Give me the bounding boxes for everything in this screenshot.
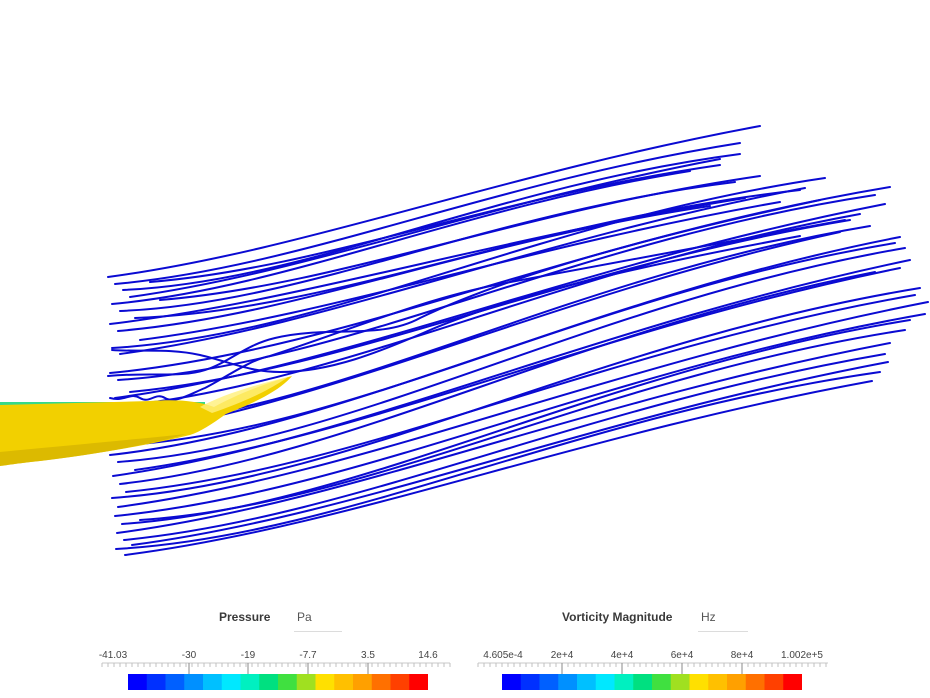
- yellow-body-surface: [0, 376, 292, 466]
- pressure-legend: Pressure Pa -41.03 -30 -19 -7.7 3.5 14.6: [98, 600, 452, 698]
- vorticity-unit-underline: [698, 631, 748, 632]
- colorbar-segment: [502, 674, 522, 690]
- streamline: [117, 194, 876, 381]
- streamline: [131, 361, 889, 546]
- colorbar-segment: [783, 674, 802, 690]
- pressure-ruler: [101, 662, 451, 674]
- colorbar-segment: [390, 674, 410, 690]
- streamline: [111, 235, 801, 374]
- pressure-tick-label: -30: [181, 650, 197, 661]
- body-shadow: [0, 434, 186, 466]
- streamline: [127, 242, 896, 446]
- colorbar-segment: [539, 674, 559, 690]
- colorbar-segment: [184, 674, 204, 690]
- colorbar-segment: [221, 674, 241, 690]
- streamline: [124, 380, 873, 556]
- colorbar-segment: [146, 674, 166, 690]
- colorbar-segment: [315, 674, 335, 690]
- streamline: [115, 371, 881, 550]
- streamline: [134, 189, 801, 319]
- vorticity-colorbar: [502, 674, 802, 690]
- vorticity-tick-label: 6e+4: [670, 650, 694, 661]
- streamline: [119, 187, 806, 355]
- colorbar-segment: [764, 674, 784, 690]
- streamline: [107, 199, 821, 377]
- vorticity-tick-label: 4.605e-4: [483, 650, 523, 661]
- colorbar-segment: [614, 674, 634, 690]
- colorbar-segment: [652, 674, 672, 690]
- streamline: [111, 170, 691, 305]
- pressure-unit-field[interactable]: Pa: [297, 610, 312, 624]
- colorbar-segment: [259, 674, 279, 690]
- streamline: [107, 125, 761, 278]
- vorticity-tick-label: 4e+4: [610, 650, 634, 661]
- colorbar-segment: [240, 674, 260, 690]
- pressure-tick-label: -7.7: [299, 650, 317, 661]
- vorticity-tick-label: 2e+4: [550, 650, 574, 661]
- streamline: [139, 201, 781, 341]
- streamline: [123, 353, 886, 541]
- streamline: [116, 342, 891, 534]
- streamline: [139, 329, 906, 521]
- streamline: [114, 142, 741, 285]
- streamline: [134, 267, 901, 471]
- colorbar-segment: [353, 674, 373, 690]
- pressure-unit-underline: [294, 631, 342, 632]
- body-highlight: [200, 377, 288, 413]
- colorbar-segment: [595, 674, 615, 690]
- pressure-colorbar: [128, 674, 428, 690]
- vorticity-tick-label: 1.002e+5: [781, 650, 823, 661]
- pressure-legend-title: Pressure: [219, 610, 271, 624]
- vorticity-unit-field[interactable]: Hz: [701, 610, 716, 624]
- pressure-tick-label: 3.5: [361, 650, 375, 661]
- colorbar-segment: [203, 674, 223, 690]
- streamline: [114, 313, 926, 517]
- colorbar-segment: [689, 674, 709, 690]
- streamline: [129, 158, 721, 298]
- colorbar-segment: [708, 674, 728, 690]
- streamline: [109, 219, 846, 401]
- streamline: [159, 175, 761, 301]
- colorbar-segment: [278, 674, 298, 690]
- colorbar-segment: [371, 674, 391, 690]
- colorbar-segment: [409, 674, 428, 690]
- colorbar-segment: [558, 674, 578, 690]
- colorbar-segment: [296, 674, 316, 690]
- colorbar-segment: [334, 674, 354, 690]
- vorticity-ruler: [477, 662, 828, 674]
- streamline: [117, 301, 929, 508]
- streamline: [119, 271, 876, 485]
- colorbar-segment: [165, 674, 185, 690]
- streamline: [112, 259, 911, 477]
- colorbar-segment: [670, 674, 690, 690]
- colorbar-segment: [520, 674, 540, 690]
- vorticity-legend-title: Vorticity Magnitude: [562, 610, 673, 624]
- pressure-tick-label: 14.6: [418, 650, 438, 661]
- colorbar-segment: [128, 674, 148, 690]
- streamline: [149, 164, 721, 283]
- colorbar-segment: [727, 674, 747, 690]
- pressure-tick-label: -41.03: [98, 650, 128, 661]
- colorbar-segment: [745, 674, 765, 690]
- vorticity-tick-label: 8e+4: [730, 650, 754, 661]
- streamline: [125, 294, 916, 493]
- streamline: [117, 247, 906, 463]
- colorbar-segment: [577, 674, 597, 690]
- streamline: [111, 177, 826, 349]
- vorticity-legend: Vorticity Magnitude Hz 4.605e-4 2e+4 4e+…: [476, 600, 830, 698]
- pressure-tick-label: -19: [240, 650, 256, 661]
- vorticity-streamlines: [107, 125, 929, 556]
- body-shape: [0, 376, 292, 466]
- colorbar-segment: [633, 674, 653, 690]
